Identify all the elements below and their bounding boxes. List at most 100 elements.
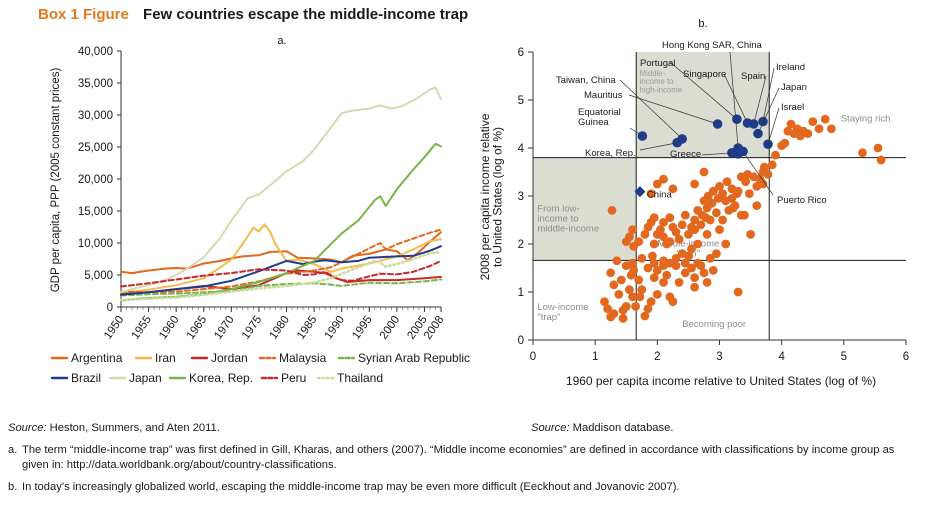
economy-point: [699, 268, 709, 278]
leader-line: [619, 79, 683, 140]
escaper-label: Greece: [670, 149, 701, 160]
chart-a-y-tick-label: 0: [107, 302, 113, 314]
economy-point: [668, 297, 678, 306]
economy-point: [628, 292, 637, 302]
chart-b-y-tick-label: 6: [518, 47, 524, 59]
chart-a-y-tick-label: 15,000: [78, 206, 113, 218]
chart-b-y-tick-label: 4: [518, 143, 525, 155]
chart-a-y-label: GDP per capita, PPP (2005 constant price…: [50, 68, 62, 293]
chart-a-y-tick-label: 40,000: [78, 46, 113, 58]
chart-b-y-tick-label: 1: [518, 287, 524, 299]
economy-point: [652, 290, 662, 299]
note-b-tag: b.: [8, 481, 18, 493]
region-label-staying-rich: Staying rich: [841, 114, 891, 125]
economy-point: [690, 273, 699, 282]
chart-b-y-tick-label: 0: [518, 335, 524, 347]
economy-point: [606, 312, 616, 322]
source-b: Source: Maddison database.: [531, 421, 673, 436]
economy-point: [659, 232, 668, 242]
note-b: b. In today’s increasingly globalized wor…: [8, 480, 923, 495]
economy-point: [744, 189, 754, 199]
region-label-low-to-middle: From low-income to middle-income: [537, 203, 599, 234]
economy-point: [763, 170, 773, 179]
economy-point: [705, 215, 715, 225]
chart-b-y-tick-label: 2: [518, 239, 524, 251]
chart-a-y-tick-label: 25,000: [78, 142, 113, 154]
economy-point: [721, 196, 731, 206]
series-line-thailand: [119, 250, 443, 302]
economy-point: [665, 237, 675, 247]
chart-b-x-label: 1960 per capita income relative to Unite…: [566, 374, 876, 388]
economy-point: [758, 179, 768, 189]
note-b-text: In today’s increasingly globalized world…: [22, 481, 680, 493]
escaper-point: [763, 139, 773, 149]
economy-point: [702, 230, 712, 239]
economy-point: [607, 206, 617, 215]
source-b-label: Source:: [531, 422, 570, 434]
leader-line: [753, 75, 767, 125]
leader-line: [629, 127, 643, 137]
economy-point: [827, 124, 836, 134]
economy-point: [640, 230, 650, 239]
economy-point: [740, 210, 749, 220]
economy-point: [637, 254, 647, 263]
economy-point: [621, 261, 631, 270]
economy-point: [677, 220, 687, 230]
chart-a-gdp-line-chart: a. 0 5,000 10,000 15,000 20,000 25,000 30,000 35…: [50, 35, 470, 385]
economy-point: [759, 162, 769, 172]
leader-line: [639, 142, 678, 151]
economy-point: [743, 170, 752, 179]
economy-point: [680, 268, 690, 278]
economy-point: [786, 119, 796, 129]
economy-point: [631, 302, 640, 311]
region-low-to-middle: [533, 157, 637, 261]
economy-point: [721, 239, 731, 249]
legend-label: Thailand: [337, 371, 383, 385]
source-a: Source: Heston, Summers, and Aten 2011.: [8, 421, 220, 436]
region-label-becoming-poor: Becoming poor: [682, 319, 746, 330]
economy-point: [618, 314, 628, 323]
box-label: Box 1 Figure: [38, 6, 129, 23]
legend-label: Jordan: [211, 351, 248, 365]
economy-point: [646, 297, 656, 306]
economy-point: [803, 129, 813, 139]
economy-point: [690, 225, 699, 235]
chart-b-x-tick-label: 5: [841, 351, 847, 363]
economy-point: [652, 179, 662, 189]
chart-a-y-tick-label: 10,000: [78, 238, 113, 250]
escaper-label: Ireland: [776, 62, 805, 73]
economy-point: [722, 177, 732, 187]
economy-point: [659, 174, 668, 184]
economy-point: [640, 311, 650, 321]
economy-point: [625, 232, 634, 242]
economy-point: [712, 249, 721, 258]
leader-line: [729, 51, 739, 149]
economy-point: [634, 237, 644, 247]
chart-b-x-tick-label: 6: [903, 351, 909, 363]
economy-point: [707, 198, 717, 208]
economy-point: [643, 263, 653, 273]
series-line-malaysia: [120, 228, 442, 294]
chart-b-x-tick-label: 3: [716, 351, 722, 363]
economy-point: [708, 186, 718, 196]
chart-b-y-label: 2008 per capita income relativeto United…: [478, 113, 505, 280]
chart-b-income-scatter: b. 0 1 2 3 4 5 6 0 1 2 3 4 5 6 1960 per capita income r…: [478, 18, 909, 388]
economy-point: [677, 249, 687, 258]
economy-point: [652, 266, 662, 275]
economy-point: [680, 210, 690, 220]
leader-line: [743, 153, 774, 196]
series-line-argentina: [120, 231, 442, 275]
economy-point: [668, 184, 678, 194]
economy-point: [603, 304, 612, 314]
escaper-label: Equatorial Guinea: [578, 107, 621, 128]
escaper-label: Israel: [781, 102, 804, 113]
note-a-text: The term “middle-income trap” was first …: [22, 444, 895, 471]
economy-point: [659, 256, 668, 266]
economy-point: [665, 213, 675, 223]
economy-point: [718, 215, 727, 225]
economy-point: [671, 261, 681, 270]
economy-point: [733, 287, 743, 297]
economy-point: [674, 278, 684, 287]
economy-point: [680, 258, 690, 268]
economy-point: [614, 290, 624, 299]
